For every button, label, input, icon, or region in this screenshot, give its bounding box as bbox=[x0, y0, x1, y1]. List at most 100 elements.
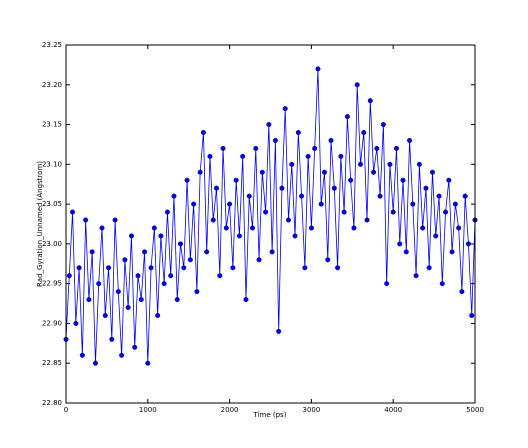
data-point bbox=[299, 193, 305, 199]
data-point bbox=[250, 225, 256, 231]
data-point bbox=[446, 177, 452, 183]
data-point bbox=[128, 233, 134, 239]
data-point bbox=[459, 289, 465, 295]
data-point bbox=[135, 273, 141, 279]
y-tick-label: 22.80 bbox=[42, 399, 62, 407]
data-point bbox=[429, 169, 435, 175]
data-point bbox=[397, 241, 403, 247]
data-point bbox=[328, 137, 334, 143]
data-point bbox=[282, 106, 288, 112]
data-point bbox=[456, 225, 462, 231]
data-point bbox=[423, 185, 429, 191]
y-tick-label: 22.85 bbox=[42, 359, 62, 367]
data-point bbox=[364, 217, 370, 223]
data-point bbox=[200, 130, 206, 136]
data-point bbox=[187, 257, 193, 263]
data-point bbox=[168, 273, 174, 279]
data-point bbox=[344, 114, 350, 120]
data-point bbox=[119, 352, 125, 358]
data-point bbox=[246, 193, 252, 199]
data-point bbox=[272, 137, 278, 143]
data-point bbox=[357, 161, 363, 167]
data-point bbox=[400, 177, 406, 183]
data-point bbox=[390, 209, 396, 215]
data-point bbox=[420, 225, 426, 231]
data-point bbox=[102, 312, 108, 318]
data-point bbox=[184, 177, 190, 183]
data-point bbox=[96, 281, 102, 287]
y-tick-label: 23.15 bbox=[42, 121, 62, 129]
data-point bbox=[302, 265, 308, 271]
data-point bbox=[351, 225, 357, 231]
data-point bbox=[263, 209, 269, 215]
data-point bbox=[145, 360, 151, 366]
data-point bbox=[449, 249, 455, 255]
data-point bbox=[223, 225, 229, 231]
data-point bbox=[155, 312, 161, 318]
data-point bbox=[413, 273, 419, 279]
data-point bbox=[289, 161, 295, 167]
data-point bbox=[112, 217, 118, 223]
x-axis-label: Time (ps) bbox=[253, 411, 287, 419]
data-point bbox=[214, 185, 220, 191]
data-point bbox=[227, 201, 233, 207]
data-point bbox=[331, 185, 337, 191]
data-point bbox=[122, 257, 128, 263]
data-point bbox=[452, 201, 458, 207]
data-point bbox=[367, 98, 373, 104]
data-point bbox=[151, 225, 157, 231]
data-point bbox=[220, 145, 226, 151]
x-tick-label: 4000 bbox=[384, 406, 402, 414]
data-line bbox=[65, 68, 476, 364]
data-point bbox=[132, 344, 138, 350]
data-point bbox=[73, 320, 79, 326]
data-point bbox=[285, 217, 291, 223]
data-point bbox=[178, 241, 184, 247]
data-point bbox=[76, 265, 82, 271]
x-tick-label: 5000 bbox=[466, 406, 484, 414]
data-point bbox=[371, 169, 377, 175]
data-point bbox=[439, 281, 445, 287]
y-tick-label: 23.20 bbox=[42, 81, 62, 89]
y-tick-label: 23.00 bbox=[42, 240, 62, 248]
y-tick-label: 22.95 bbox=[42, 280, 62, 288]
data-point bbox=[403, 249, 409, 255]
data-point bbox=[410, 201, 416, 207]
x-tick-label: 0 bbox=[64, 406, 68, 414]
data-point bbox=[361, 130, 367, 136]
data-point bbox=[374, 145, 380, 151]
y-tick-label: 23.25 bbox=[42, 41, 62, 49]
data-point bbox=[469, 312, 475, 318]
data-point bbox=[377, 193, 383, 199]
x-tick-label: 1000 bbox=[139, 406, 157, 414]
data-point bbox=[393, 145, 399, 151]
data-point bbox=[318, 201, 324, 207]
data-point bbox=[125, 305, 131, 311]
data-point bbox=[181, 265, 187, 271]
data-point bbox=[106, 265, 112, 271]
data-point bbox=[70, 209, 76, 215]
data-point bbox=[164, 209, 170, 215]
data-point bbox=[276, 328, 282, 334]
data-point bbox=[79, 352, 85, 358]
data-point bbox=[312, 145, 318, 151]
x-tick-label: 3000 bbox=[302, 406, 320, 414]
data-point bbox=[387, 161, 393, 167]
data-point bbox=[321, 169, 327, 175]
data-point bbox=[148, 265, 154, 271]
data-point bbox=[433, 233, 439, 239]
data-point bbox=[230, 265, 236, 271]
data-point bbox=[210, 217, 216, 223]
x-tick-label: 2000 bbox=[221, 406, 239, 414]
data-point bbox=[384, 281, 390, 287]
data-point bbox=[197, 169, 203, 175]
data-point bbox=[338, 153, 344, 159]
data-point bbox=[266, 122, 272, 128]
data-point bbox=[161, 281, 167, 287]
data-point bbox=[407, 137, 413, 143]
data-point bbox=[436, 193, 442, 199]
data-point bbox=[325, 257, 331, 263]
data-point bbox=[380, 122, 386, 128]
data-point bbox=[89, 249, 95, 255]
data-point bbox=[191, 201, 197, 207]
